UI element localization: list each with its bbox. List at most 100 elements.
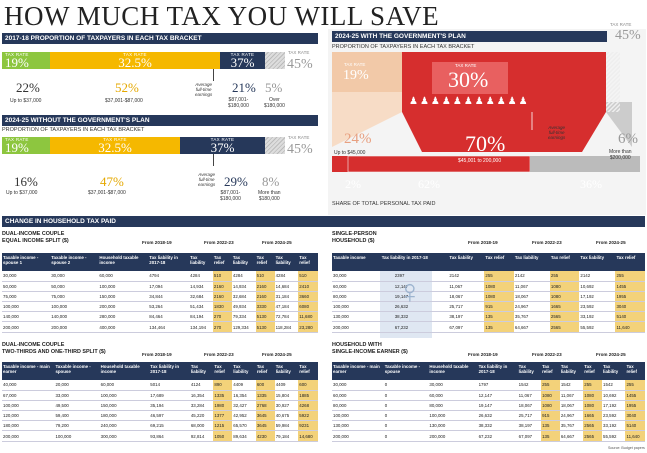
table-cell: 24,967 [559,410,584,422]
panel3-sub: PROPORTION OF TAXPAYERS IN EACH TAX BRAC… [332,44,475,50]
p1-avg-label: Average full-time earnings [195,82,213,97]
table-cell: 1080 [583,400,603,412]
table-cell: 3645 [255,410,275,422]
table-cell: 55,592 [579,321,616,333]
table-cell: 200,000 [332,430,384,442]
table-cell: 140,000 [50,311,99,323]
col-header: Tax liability [189,362,214,380]
table-cell: 100,000 [54,430,100,442]
table-cell: 18,067 [559,400,584,412]
table-cell: 200,000 [2,321,51,333]
t1-group-1: From 2018-19 [142,240,172,245]
p2-band-rate: 32.5% [98,140,132,154]
table-cell: 69,215 [149,420,190,432]
table-cell: 1080 [484,281,514,292]
table-cell: 2160 [212,291,232,303]
col-header: Taxable income - spouse 2 [50,253,99,271]
table-cell: 80,000 [428,400,478,412]
p3-total-2: 62% [418,177,440,191]
t1-group-2: From 2022-23 [204,240,234,245]
table-cell: 134,464 [148,321,190,333]
p3-r1: 19% [343,68,369,83]
table-cell: 15,804 [274,390,299,401]
table-cell: 4284 [274,271,299,282]
col-header: Tax liability [231,253,256,271]
table-cell: 50,000 [2,281,51,292]
table-cell: 4124 [189,380,214,391]
t2-group-3: From 2024-25 [262,352,292,357]
col-header: Tax liability [232,362,256,380]
t3-table: Taxable income Tax liability in 2017-18 Ta… [332,253,645,333]
table-cell: 100,000 [98,281,149,292]
table-cell: 1542 [559,380,584,391]
table-cell: 180,000 [99,410,150,422]
table-cell: 100,000 [50,301,99,313]
table-cell: 200,000 [332,321,381,333]
table-cell: 14,934 [189,281,213,292]
table-cell: 33,192 [579,311,616,323]
table-cell: 33,192 [602,420,626,432]
col-header: Tax liability [274,253,299,271]
table-cell: 11,640 [625,430,645,442]
table-cell: 10,692 [579,281,616,292]
p3-people-icons: ♟♟♟♟♟♟♟♟♟♟♟ [409,96,530,107]
table-cell: 38,197 [448,311,485,323]
single-person-icon: ♀ [397,273,423,311]
p1-band-rate: 19% [5,55,29,69]
table-cell: 100,000 [332,301,381,313]
p3-s2-range: $45,001 to 200,000 [458,158,502,164]
table-cell: 1830 [212,301,232,313]
t3-group-3: From 2024-25 [596,240,626,245]
table-cell: 19,147 [380,291,449,303]
t4-group-1: From 2018-19 [468,352,498,357]
p1-top-label: TAX RATE [288,50,310,55]
t2-group-2: From 2022-23 [204,352,234,357]
table-cell: 240,000 [99,420,150,432]
p1-band-label: TAX RATE [230,52,255,57]
panel2-sub: PROPORTION OF TAXPAYERS IN EACH TAX BRAC… [2,127,145,133]
table-cell: 1797 [477,380,518,391]
table-cell: 18,067 [517,400,542,412]
t1-table: Taxable income - spouse 1 Taxable income … [2,253,318,333]
col-header: Tax liability in 2017-18 [149,362,190,380]
t1-title: DUAL-INCOME COUPLE EQUAL INCOME SPLIT ($… [2,231,69,244]
table-cell: 0 [383,430,429,442]
col-header: Tax liability in 2017-18 [148,253,190,271]
table-cell: 2160 [255,281,275,292]
p1-avg-tick [213,69,214,81]
table-cell: 4268 [298,400,318,412]
table-cell: 135 [484,321,514,333]
col-header: Tax liability [189,253,213,271]
p1-range-4: Over $180,000 [264,97,285,109]
table-cell: 1080 [484,291,514,303]
p3-total-bar-2 [347,155,531,173]
col-header: Tax liability [513,253,550,271]
p2-band-rate: 19% [5,140,29,154]
table-cell: 0 [383,400,429,412]
col-header: Tax relief [625,362,645,380]
p2-band-rate: 37% [210,140,235,154]
table-cell: 38,332 [380,311,449,323]
table-cell: 135 [541,420,560,432]
table-cell: 34,844 [148,291,190,303]
p3-r2: 30% [448,67,489,92]
table-cell: 12,147 [380,281,449,292]
table-row: 130,000 0 130,000 38,332 38,197 135 35,767 2565… [332,420,645,432]
table-cell: 93,864 [149,430,190,442]
table-row: 200,000 100,000 300,000 93,864 92,814 1050 89,… [2,430,318,442]
col-header: Household taxable income [98,253,149,271]
table-cell: 1455 [625,390,645,401]
p3-peach-fan [332,92,402,147]
col-header: Household taxable income [428,362,478,380]
table-cell: 2768 [255,400,275,412]
table-cell: 16,354 [189,390,214,401]
table-cell: 510 [212,271,232,282]
table-row: 100,000 0 100,000 26,632 25,717 915 24,967 1665… [332,410,645,422]
t2-title: DUAL-INCOME COUPLE TWO-THIRDS AND ONE-TH… [2,342,106,355]
table-cell: 23,592 [579,301,616,313]
t4-title: HOUSEHOLD WITH SINGLE-INCOME EARNER ($) [332,342,408,355]
p1-band-label: TAX RATE [5,52,29,57]
panel3-header: 2024-25 WITH THE GOVERNMENT'S PLAN [332,31,607,42]
table-cell: 4409 [274,380,299,391]
table-cell: 55,592 [602,430,626,442]
